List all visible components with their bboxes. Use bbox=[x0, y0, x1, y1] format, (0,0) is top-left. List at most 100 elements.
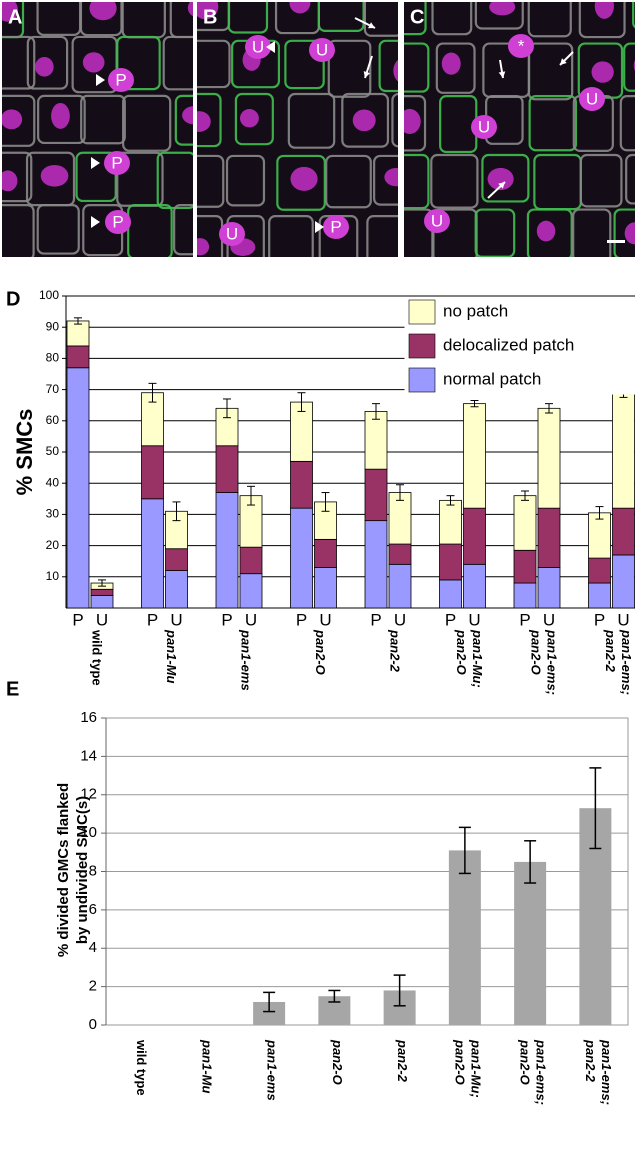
y-tick-label: 4 bbox=[89, 939, 97, 956]
category-label: pan2-O bbox=[313, 629, 328, 675]
y-tick-label: 30 bbox=[46, 507, 60, 521]
bar-segment bbox=[538, 408, 560, 508]
category-label: pan1-Mu bbox=[164, 629, 179, 684]
x-tick-label: U bbox=[543, 610, 555, 629]
x-tick-label: U bbox=[170, 610, 182, 629]
x-tick-label: P bbox=[296, 610, 307, 629]
bar-segment bbox=[440, 500, 462, 544]
y-tick-label: 16 bbox=[80, 709, 97, 726]
bar-segment bbox=[67, 321, 89, 346]
panel-label: A bbox=[8, 6, 22, 28]
bar-segment bbox=[166, 571, 188, 608]
bar bbox=[449, 850, 481, 1025]
bar-segment bbox=[291, 461, 313, 508]
x-tick-label: P bbox=[519, 610, 530, 629]
micrograph bbox=[389, 0, 637, 262]
y-axis-title: % divided GMCs flanked bbox=[55, 783, 72, 957]
bar-segment bbox=[240, 574, 262, 608]
category-label: pan1-ems; bbox=[545, 629, 560, 695]
panel-label: E bbox=[6, 678, 19, 700]
category-label: pan2-O bbox=[518, 1039, 533, 1085]
bar-segment bbox=[613, 555, 635, 608]
y-tick-label: 70 bbox=[46, 382, 60, 396]
panel-label: C bbox=[410, 6, 424, 28]
x-tick-label: P bbox=[147, 610, 158, 629]
cell-label: U bbox=[252, 37, 264, 56]
y-tick-label: 80 bbox=[46, 351, 60, 365]
bar-segment bbox=[389, 564, 411, 608]
panel-label: B bbox=[203, 6, 217, 28]
y-tick-label: 6 bbox=[89, 901, 97, 918]
y-tick-label: 40 bbox=[46, 475, 60, 489]
category-label: pan2-2 bbox=[395, 1039, 410, 1083]
bar-segment bbox=[613, 508, 635, 555]
bar-segment bbox=[514, 496, 536, 551]
legend-label: no patch bbox=[443, 301, 508, 320]
category-label: pan2-O bbox=[529, 629, 544, 675]
cell-label: * bbox=[518, 36, 525, 55]
bar-segment bbox=[216, 493, 238, 608]
cell-label: P bbox=[330, 217, 341, 236]
category-label: pan1-Mu; bbox=[470, 629, 485, 688]
cell-label: U bbox=[586, 89, 598, 108]
bar-segment bbox=[464, 564, 486, 608]
bar-segment bbox=[365, 411, 387, 469]
nucleus bbox=[191, 238, 209, 255]
cell-label: U bbox=[226, 224, 238, 243]
bar-segment bbox=[440, 580, 462, 608]
legend-label: normal patch bbox=[443, 369, 541, 388]
x-tick-label: P bbox=[445, 610, 456, 629]
y-tick-label: 8 bbox=[89, 862, 97, 879]
bar-segment bbox=[613, 391, 635, 508]
nucleus bbox=[537, 221, 556, 242]
y-tick-label: 10 bbox=[80, 824, 97, 841]
bar bbox=[514, 862, 546, 1025]
bar-segment bbox=[67, 346, 89, 368]
micrograph bbox=[182, 0, 436, 270]
bar-segment bbox=[389, 544, 411, 564]
category-label: pan1-ems bbox=[239, 629, 254, 691]
bar-segment bbox=[365, 469, 387, 520]
category-label: pan2-O bbox=[454, 629, 469, 675]
category-label: pan2-O bbox=[330, 1039, 345, 1085]
y-tick-label: 12 bbox=[80, 786, 97, 803]
nucleus bbox=[41, 165, 69, 187]
bar-segment bbox=[291, 508, 313, 608]
bar-segment bbox=[589, 513, 611, 558]
bar-segment bbox=[514, 550, 536, 583]
x-tick-label: U bbox=[617, 610, 629, 629]
bar-segment bbox=[464, 508, 486, 564]
y-tick-label: 60 bbox=[46, 413, 60, 427]
category-label: pan1-Mu; bbox=[468, 1039, 483, 1098]
y-tick-label: 20 bbox=[46, 538, 60, 552]
micrograph bbox=[0, 0, 221, 260]
cell-label: P bbox=[112, 212, 123, 231]
x-tick-label: P bbox=[221, 610, 232, 629]
x-tick-label: P bbox=[72, 610, 83, 629]
x-tick-label: U bbox=[319, 610, 331, 629]
bar-segment bbox=[365, 521, 387, 608]
category-label: pan1-ems; bbox=[619, 629, 634, 695]
category-label: pan2-2 bbox=[388, 629, 403, 673]
x-tick-label: P bbox=[370, 610, 381, 629]
cell-label: U bbox=[478, 117, 490, 136]
bar-segment bbox=[315, 567, 337, 608]
figure: APPPBUUUPC*UUUD% SMCs1020304050607080901… bbox=[0, 0, 637, 1176]
bar-segment bbox=[514, 583, 536, 608]
category-label: pan1-ems bbox=[265, 1039, 280, 1101]
category-label: wild type bbox=[134, 1039, 149, 1096]
cell-label: U bbox=[431, 211, 443, 230]
category-label: pan2-2 bbox=[603, 629, 618, 673]
nucleus bbox=[399, 109, 421, 134]
bar-segment bbox=[91, 596, 113, 608]
x-tick-label: U bbox=[468, 610, 480, 629]
category-label: wild type bbox=[90, 629, 105, 686]
nucleus bbox=[353, 109, 376, 131]
category-label: pan1-Mu bbox=[199, 1039, 214, 1094]
x-tick-label: U bbox=[245, 610, 257, 629]
legend-swatch bbox=[409, 368, 435, 392]
bar-segment bbox=[589, 558, 611, 583]
nucleus bbox=[442, 52, 461, 74]
cell-label: U bbox=[316, 40, 328, 59]
y-tick-label: 0 bbox=[89, 1016, 97, 1033]
